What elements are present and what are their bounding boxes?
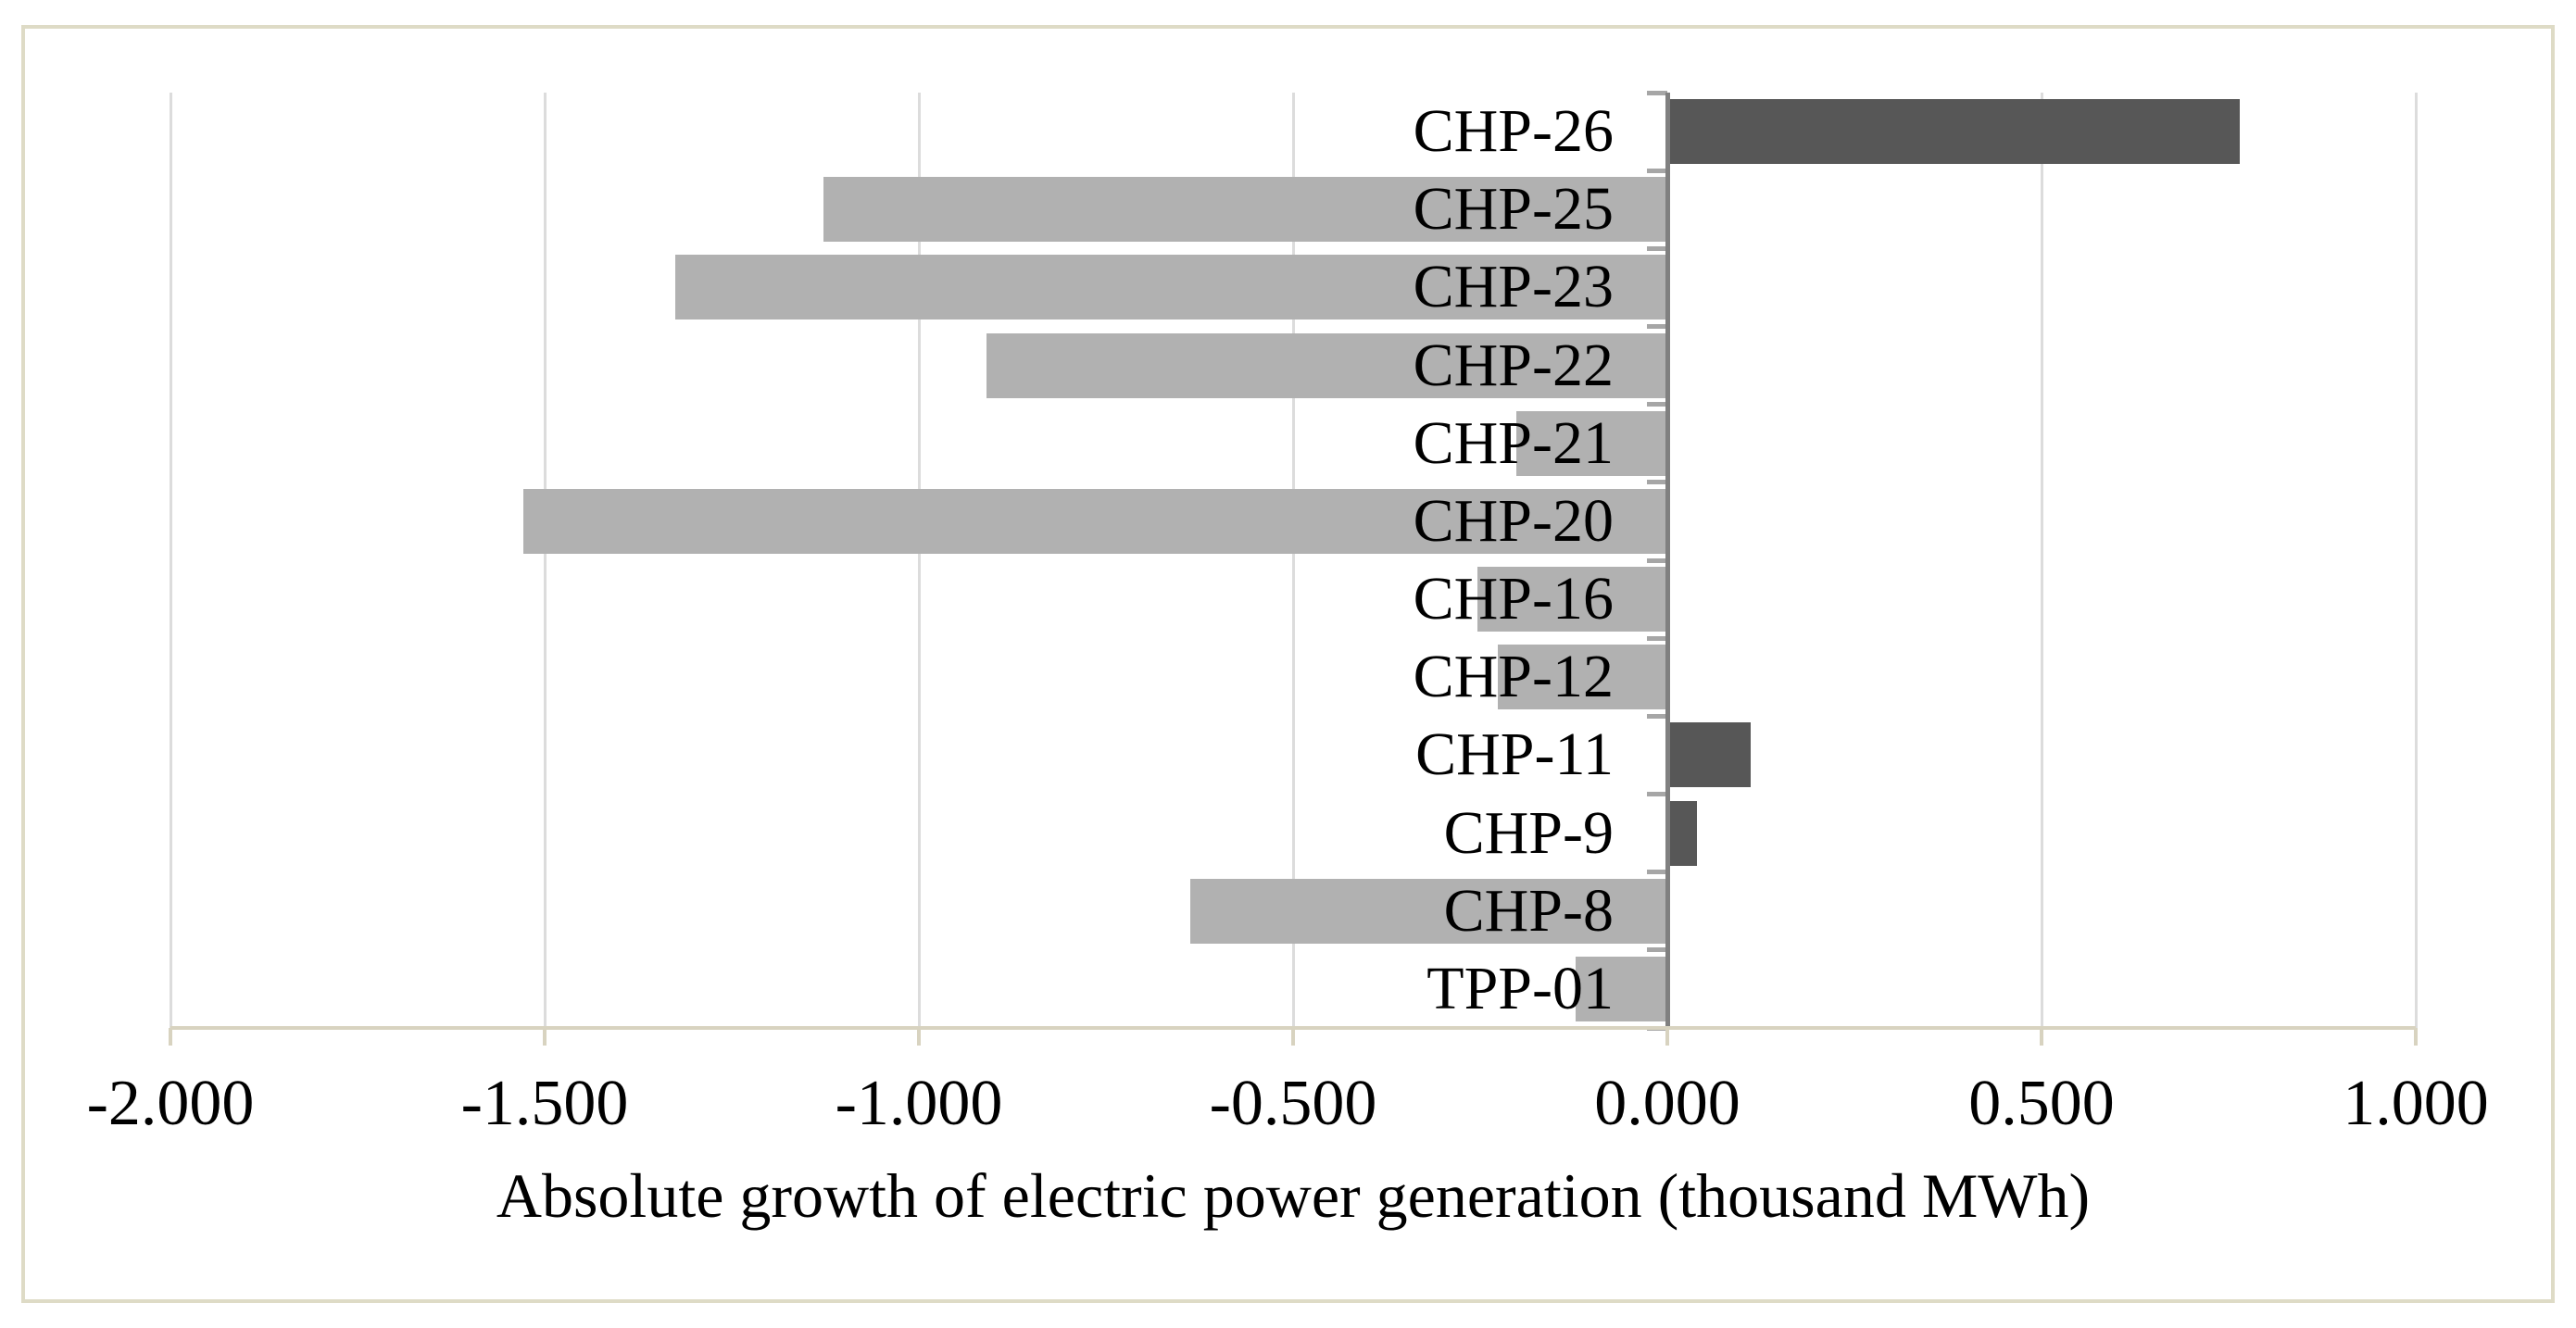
bar-CHP-11 bbox=[1667, 722, 1751, 788]
category-label: CHP-11 bbox=[1415, 720, 1614, 789]
category-axis-tick bbox=[1647, 402, 1667, 407]
value-axis-tick bbox=[169, 1028, 172, 1046]
category-axis-tick bbox=[1647, 635, 1667, 641]
x-tick-label: -1.000 bbox=[835, 1068, 1003, 1139]
x-tick-label: 0.000 bbox=[1594, 1068, 1740, 1139]
category-label: CHP-21 bbox=[1413, 408, 1614, 477]
bar-CHP-23 bbox=[674, 255, 1667, 320]
x-tick-label: 0.500 bbox=[1968, 1068, 2115, 1139]
category-label: CHP-12 bbox=[1413, 643, 1614, 711]
category-axis-tick bbox=[1647, 558, 1667, 563]
value-axis-tick bbox=[543, 1028, 547, 1046]
category-axis-tick bbox=[1647, 168, 1667, 173]
value-axis-tick bbox=[1291, 1028, 1295, 1046]
value-axis-tick bbox=[917, 1028, 921, 1046]
category-axis-line bbox=[1665, 93, 1670, 1028]
x-tick-label: -0.500 bbox=[1209, 1068, 1377, 1139]
category-axis-tick bbox=[1647, 870, 1667, 875]
bar-CHP-21 bbox=[1515, 410, 1667, 476]
category-axis-tick bbox=[1647, 480, 1667, 485]
gridline bbox=[917, 93, 921, 1028]
bar-CHP-8 bbox=[1190, 878, 1667, 944]
category-axis-tick bbox=[1647, 792, 1667, 796]
category-axis-tick bbox=[1647, 245, 1667, 251]
category-axis-tick bbox=[1647, 90, 1667, 95]
bar-CHP-20 bbox=[523, 488, 1667, 554]
bar-CHP-16 bbox=[1476, 567, 1667, 633]
gridline bbox=[543, 93, 547, 1028]
category-label: CHP-23 bbox=[1413, 253, 1614, 321]
bar-CHP-25 bbox=[823, 177, 1667, 243]
category-axis-tick bbox=[1647, 947, 1667, 953]
category-axis-tick bbox=[1647, 324, 1667, 329]
bar-TPP-01 bbox=[1575, 956, 1667, 1021]
x-tick-label: -2.000 bbox=[86, 1068, 255, 1139]
gridline bbox=[169, 93, 172, 1028]
gridline bbox=[1291, 93, 1295, 1028]
category-label: CHP-22 bbox=[1413, 331, 1614, 399]
category-label: CHP-9 bbox=[1443, 798, 1614, 867]
value-axis-tick bbox=[1665, 1028, 1669, 1046]
category-label: TPP-01 bbox=[1426, 954, 1614, 1022]
bar-CHP-26 bbox=[1667, 99, 2241, 165]
x-tick-label: 1.000 bbox=[2343, 1068, 2489, 1139]
category-label: CHP-26 bbox=[1413, 97, 1614, 165]
x-axis-title: Absolute growth of electric power genera… bbox=[496, 1160, 2091, 1231]
category-label: CHP-20 bbox=[1413, 486, 1614, 555]
bar-CHP-12 bbox=[1497, 645, 1667, 710]
category-axis-tick bbox=[1647, 713, 1667, 719]
category-label: CHP-16 bbox=[1413, 565, 1614, 633]
bar-CHP-22 bbox=[986, 332, 1667, 398]
value-axis-tick bbox=[2414, 1028, 2418, 1046]
bar-CHP-9 bbox=[1667, 800, 1698, 866]
x-tick-label: -1.500 bbox=[460, 1068, 629, 1139]
category-label: CHP-25 bbox=[1413, 175, 1614, 244]
gridline bbox=[2040, 93, 2043, 1028]
category-label: CHP-8 bbox=[1443, 876, 1614, 945]
value-axis-tick bbox=[2040, 1028, 2043, 1046]
gridline bbox=[2414, 93, 2418, 1028]
